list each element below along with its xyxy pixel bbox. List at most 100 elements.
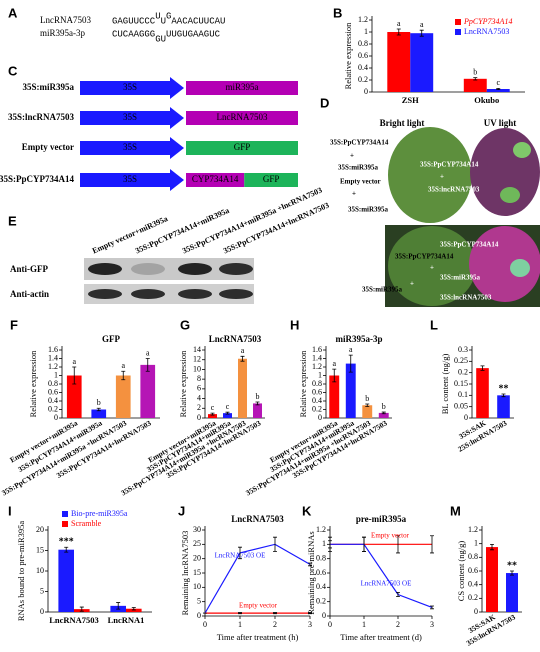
sequence-part: AACACUUCAU [171,16,225,26]
photo-annotation: + [410,280,414,288]
error-bar [365,403,370,407]
photo-annotation: 35S:lncRNA7503 [440,294,492,302]
y-tick-label: 0 [322,611,326,620]
blot-band [88,289,122,299]
panel-label: I [8,503,12,518]
y-tick-label: 0.4 [48,396,58,405]
y-tick-label: 20 [193,553,201,562]
error-bar [473,77,478,81]
blot-band [219,289,253,299]
y-tick-label: 1 [54,370,58,379]
panel-label: L [430,317,438,332]
significance-letter: b [473,67,477,76]
y-tick-label: 1 [364,27,368,36]
sequence-part: GAGUUCCC [112,16,156,26]
y-axis-label: Remaining lncRNA7503 [180,531,190,616]
chart-title: LncRNA7503 [209,334,262,344]
error-bar [430,605,434,610]
y-tick-label: 6 [197,384,201,393]
x-tick-label: 1 [362,620,366,629]
error-bar [308,612,312,615]
sequence-part: U [161,16,166,26]
significance-letter: b [97,398,101,407]
bar [497,395,510,418]
x-tick-label: Okubo [474,95,499,105]
y-axis-label: CS content (ng/g) [456,541,466,602]
error-bar [381,411,386,415]
y-tick-label: 0.25 [454,356,468,365]
y-tick-label: 5 [40,586,44,595]
error-bar [72,366,77,385]
y-tick-label: 1.2 [316,525,326,534]
series-line [204,543,311,614]
blot-membrane [84,258,254,280]
error-bar [362,536,366,552]
significance-mark: ** [499,383,509,394]
legend-label: Bio-pre-miR395a [71,509,128,518]
panel-label: J [178,503,185,518]
error-bar [396,28,401,36]
bar [362,405,373,418]
y-tick-label: 10 [36,566,44,575]
photo-annotation: + [430,264,434,272]
panel-label: F [10,317,18,332]
gene-box [186,173,245,187]
panel-label: C [8,63,18,78]
promoter-label: 35S [123,82,137,92]
panel-label: E [8,213,17,228]
bar [410,33,434,92]
leaf-photo [388,226,476,306]
significance-letter: a [332,359,336,368]
y-tick-label: 0.8 [48,379,58,388]
significance-letter: a [420,20,424,29]
error-bar [496,88,501,90]
blot-label: Anti-GFP [10,264,48,274]
error-bar [430,535,434,554]
y-tick-label: 0.2 [316,596,326,605]
panel-label: D [320,95,329,110]
significance-letter: c [496,78,500,87]
y-tick-label: 12 [193,355,201,364]
y-tick-label: 1 [474,538,478,547]
y-tick-label: 1.2 [312,362,322,371]
blot-label: Anti-actin [10,289,49,299]
bar [378,412,389,418]
y-tick-label: 1 [318,370,322,379]
chart-title: pre-miR395a [356,514,407,524]
y-tick-label: 2 [197,403,201,412]
panel-label: K [302,503,312,518]
significance-mark: *** [59,537,74,548]
y-tick-label: 1.4 [312,353,322,362]
error-bar [348,354,353,373]
panel-label: G [180,317,190,332]
y-tick-label: 0.8 [312,379,322,388]
error-bar [396,535,400,554]
sequence-name: miR395a-3p [40,28,85,38]
fluorescence-spot [513,142,531,158]
photo-annotation: 35S:lncRNA7503 [428,186,480,194]
y-axis-label: RNAs bound to pre-miR395a [16,521,26,622]
significance-letter: a [349,345,353,354]
bar [486,89,510,92]
significance-letter: c [211,403,215,412]
series-label: Empty vector [371,532,410,540]
blot-band [178,263,212,275]
legend-label: PpCYP734A14 [463,17,512,26]
photo-annotation: + [350,152,354,160]
panel-label: B [333,5,342,20]
legend-label: LncRNA7503 [464,27,509,36]
sequence-part: U [155,11,160,21]
y-tick-label: 0 [40,607,44,616]
sequence-part: G [155,34,160,44]
legend-swatch [455,19,461,25]
y-tick-label: 0.6 [48,387,58,396]
y-axis-label: BL content (ng/g) [440,354,450,415]
y-tick-label: 0.05 [454,401,468,410]
bar [208,414,217,418]
y-tick-label: 0.8 [316,553,326,562]
significance-letter: b [382,402,386,411]
chart-title: GFP [102,334,120,344]
leaf-photo [469,226,540,302]
